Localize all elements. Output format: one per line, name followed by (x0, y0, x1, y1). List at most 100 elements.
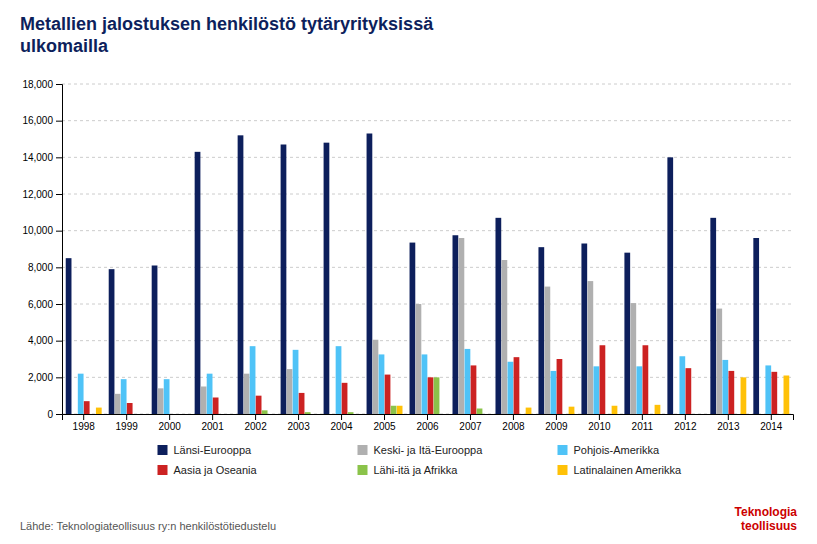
y-tick-label: 4,000 (28, 335, 53, 346)
x-tick-label: 2012 (674, 421, 697, 432)
bar (139, 414, 145, 415)
bar (379, 354, 385, 414)
bar (459, 238, 465, 414)
grid-line (62, 304, 793, 305)
grid-line (62, 84, 793, 85)
bar (716, 309, 722, 414)
bar (410, 243, 416, 414)
series (262, 377, 483, 414)
bar (121, 379, 127, 414)
x-tick-label: 2010 (588, 421, 611, 432)
x-tick: 2014 (760, 414, 783, 432)
bar (244, 374, 250, 414)
y-tick-mark (56, 84, 62, 85)
x-tick-mark (126, 414, 127, 420)
bar (655, 405, 661, 414)
x-tick-label: 2014 (760, 421, 783, 432)
y-tick-mark (56, 194, 62, 195)
bar (72, 414, 78, 415)
grid-line (62, 340, 793, 341)
bar (679, 356, 685, 414)
bar (78, 374, 84, 414)
y-tick-label: 16,000 (22, 115, 53, 126)
y-tick: 12,000 (22, 189, 62, 200)
bar (636, 366, 642, 414)
series (96, 376, 789, 415)
bar (170, 414, 176, 415)
y-tick: 16,000 (22, 115, 62, 126)
bar (520, 414, 526, 415)
x-tick-label: 2007 (459, 421, 482, 432)
bar (256, 396, 262, 414)
bar (606, 414, 612, 415)
y-tick-mark (56, 267, 62, 268)
bar (195, 152, 201, 414)
legend-item: Latinalainen Amerikka (558, 464, 683, 476)
chart: Metallien jalostuksen henkilöstö tytäryr… (0, 0, 817, 544)
y-tick-mark (56, 304, 62, 305)
x-tick-label: 2008 (502, 421, 525, 432)
y-tick-label: 14,000 (22, 152, 53, 163)
bar (502, 260, 508, 414)
legend-swatch (558, 445, 568, 455)
bar (514, 357, 520, 414)
bar (268, 414, 274, 415)
x-tick-mark (427, 414, 428, 420)
x-tick-label: 2005 (373, 421, 396, 432)
y-tick-mark (56, 341, 62, 342)
x-tick: 1999 (116, 414, 139, 432)
series (84, 345, 777, 414)
x-tick-mark (255, 414, 256, 420)
bar (373, 340, 379, 414)
y-tick: 18,000 (22, 79, 62, 90)
bar (354, 414, 360, 415)
y-tick-label: 2,000 (28, 372, 53, 383)
bar (225, 414, 231, 415)
x-tick: 2013 (717, 414, 740, 432)
x-tick-mark (642, 414, 643, 420)
x-tick: 2007 (459, 414, 482, 432)
bar (440, 414, 446, 415)
bar (600, 345, 606, 414)
bar (698, 414, 704, 415)
x-tick-mark (212, 414, 213, 420)
bar (483, 414, 489, 415)
bar (477, 409, 483, 415)
bar (735, 414, 741, 415)
legend-label: Pohjois-Amerikka (574, 444, 660, 456)
x-tick-label: 2006 (416, 421, 439, 432)
bar (544, 287, 550, 414)
logo-text: Teknologia (735, 505, 798, 519)
grid-line (62, 194, 793, 195)
bar (238, 135, 244, 414)
bar (765, 365, 771, 414)
logo-text: teollisuus (741, 519, 797, 533)
legend-item: Keski- ja Itä-Eurooppa (358, 444, 484, 456)
bar (133, 414, 139, 415)
legend-label: Aasia ja Oseania (174, 464, 258, 476)
x-tick-label: 2009 (545, 421, 568, 432)
x-tick: 2009 (545, 414, 568, 432)
bar (158, 388, 164, 414)
bar (465, 349, 471, 414)
x-tick-mark (169, 414, 170, 420)
bar (109, 269, 115, 414)
bar (771, 372, 777, 414)
legend-swatch (358, 445, 368, 455)
bar (250, 346, 256, 414)
bar (385, 375, 391, 414)
y-tick-mark (56, 231, 62, 232)
legend-item: Pohjois-Amerikka (558, 444, 660, 456)
bar (330, 414, 336, 415)
bar (299, 393, 305, 414)
bar (287, 369, 293, 414)
bar (391, 406, 397, 414)
bar (96, 408, 102, 414)
bar (90, 414, 96, 415)
bar (324, 143, 330, 414)
legend-item: Lähi-itä ja Afrikka (358, 464, 459, 476)
plot: 02,0004,0006,0008,00010,00012,00014,0001… (22, 79, 793, 432)
x-tick-mark (599, 414, 600, 420)
grid-line (62, 267, 793, 268)
bar (342, 383, 348, 414)
